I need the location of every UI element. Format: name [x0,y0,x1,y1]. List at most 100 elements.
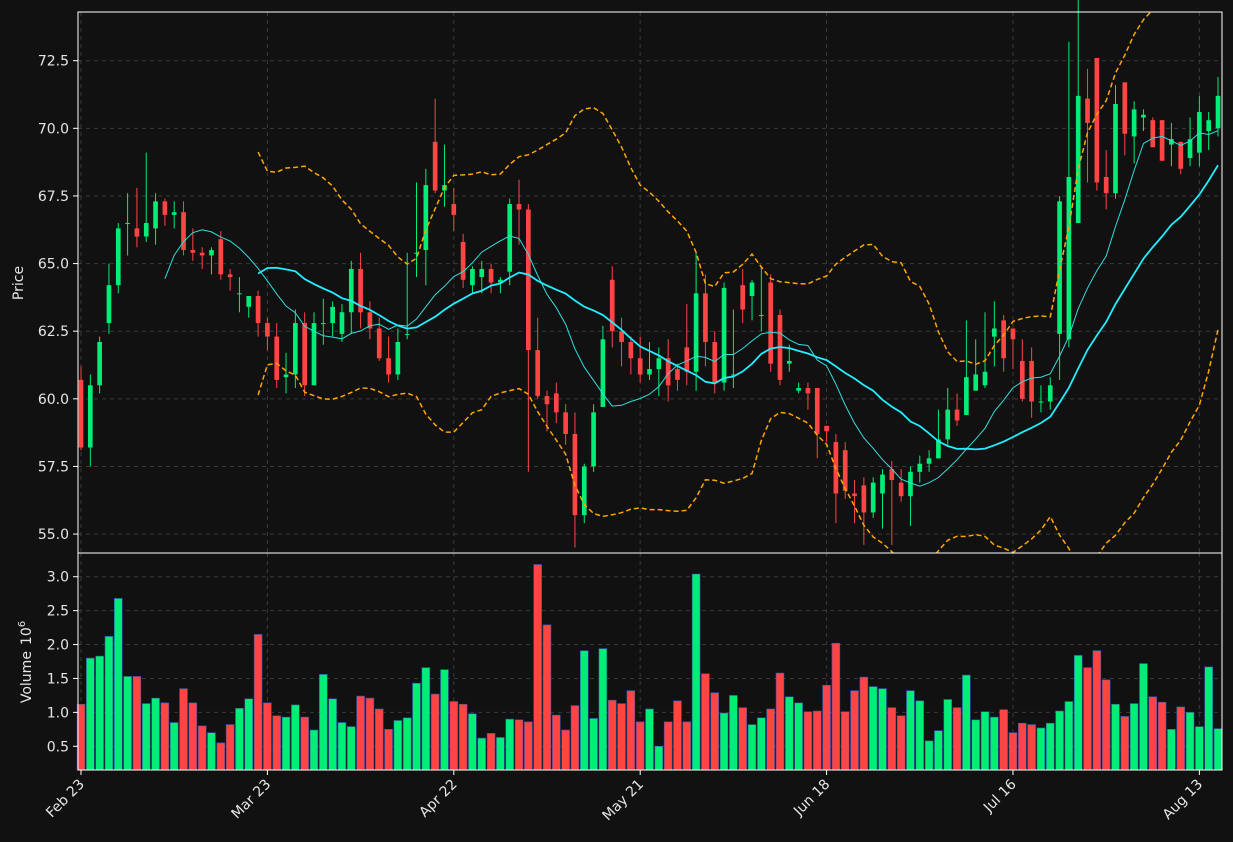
candle-body [470,268,475,286]
price-tick-label: 65.0 [38,257,69,273]
candle-body [1029,360,1034,402]
candle-body [703,293,708,343]
volume-bar [803,711,813,771]
volume-bar [104,636,114,771]
volume-axis-label-text: Volume [19,651,35,703]
price-tick-label: 67.5 [38,189,69,205]
candle-body [1085,98,1090,123]
candle-body [1010,328,1016,340]
price-tick-label: 60.0 [38,392,69,408]
candle-body [78,379,84,448]
volume-bars [76,564,1223,771]
volume-tick-label: 1.5 [47,671,69,687]
volume-bar [169,722,179,771]
volume-axis-exponent: 6 [17,621,28,627]
candle-body [1187,139,1193,159]
moving-averages [164,130,1219,487]
price-axis-ticks: 55.0 57.5 60.0 62.5 65.0 67.5 70.0 72.5 [38,54,78,543]
candle-body [581,466,587,516]
candle-body [954,409,960,421]
candle-body [274,336,280,380]
candle-body [1169,139,1174,145]
volume-bar [123,676,132,771]
candle-body [637,358,643,375]
volume-bar [580,650,589,771]
volume-bar [300,716,309,771]
volume-bar [738,707,747,771]
volume-bar [253,634,263,771]
volume-bar [617,703,626,771]
volume-bar [1036,727,1046,771]
volume-bar [412,682,421,771]
volume-bar [207,732,216,771]
volume-bar [822,684,831,771]
candle-body [656,358,662,370]
volume-bar [1073,655,1083,771]
volume-bar [626,690,636,771]
candle-body [563,412,568,434]
volume-tick-label: 1.0 [47,705,69,721]
volume-bar [319,674,328,771]
volume-bar [263,702,272,771]
volume-bar [188,702,198,771]
volume-bar [1157,701,1167,771]
candle-body [125,222,130,224]
volume-bar [402,717,412,771]
candle-body [908,471,913,497]
volume-bar [1204,666,1213,771]
candle-body [712,342,718,383]
volume-bar [691,573,701,771]
candle-body [740,285,746,310]
volume-bar [552,714,561,771]
candle-body [395,342,401,375]
volume-bar [1045,722,1055,771]
volume-bar [785,696,794,771]
volume-bar [1083,667,1092,771]
candle-body [1197,112,1202,153]
candle-body [721,287,727,383]
price-axis-label: Price [11,266,27,300]
volume-bar [514,719,524,771]
candle-body [488,268,494,283]
volume-bar [1027,724,1036,771]
candle-body [358,268,363,313]
candle-body [311,323,317,386]
candle-body [619,331,624,343]
volume-bar [729,695,738,771]
candle-body [209,250,214,256]
candle-body [432,141,438,191]
volume-bar [449,701,459,771]
volume-bar [151,697,160,771]
bollinger-bands [257,12,1219,553]
volume-bar [831,642,841,771]
volume-bar [1120,716,1130,771]
candle-body [926,458,932,464]
candle-body [171,212,177,215]
volume-bar [747,724,757,771]
volume-panel-frame [77,552,1223,771]
candle-body [1019,360,1025,399]
volume-bar [971,719,980,771]
volume-bar [328,698,337,771]
candle-body [861,485,867,513]
candle-body [302,323,308,386]
candle-body [898,482,904,497]
volume-bar [906,690,915,771]
candle-body [759,314,764,316]
candle-body [414,252,419,254]
candle-body [1103,177,1109,194]
candle-body [1150,120,1156,148]
volume-bar [1008,732,1018,771]
volume-bar [347,726,356,771]
candle-body [265,323,270,337]
volume-bar [244,698,254,771]
candle-body [880,474,885,494]
volume-bar [272,715,281,771]
candle-body [1047,385,1053,402]
candle-body [1131,109,1137,137]
candle-body [367,312,373,329]
volume-bar [505,718,514,771]
candle-body [964,377,969,416]
volume-bar [859,676,869,771]
